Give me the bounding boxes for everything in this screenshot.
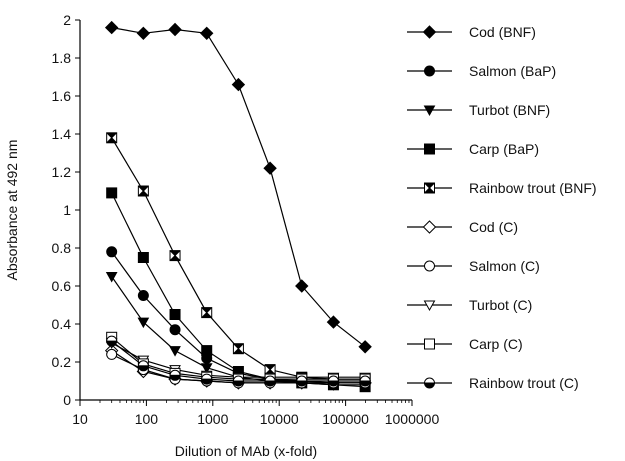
series-line: [111, 251, 366, 384]
data-point: [104, 20, 119, 35]
y-tick-label: 1: [63, 202, 71, 218]
x-tick-label: 1000: [197, 411, 228, 427]
series: [104, 20, 372, 354]
data-point: [106, 246, 118, 258]
data-point: [326, 315, 341, 329]
data-point: [200, 363, 213, 374]
data-point: [201, 307, 213, 319]
legend-marker: [424, 377, 435, 389]
data-point: [137, 360, 149, 372]
data-point: [169, 346, 181, 357]
data-point: [137, 317, 150, 329]
y-tick-label: 1.4: [52, 126, 72, 142]
x-tick-label: 100000: [322, 411, 369, 427]
legend-item: Turbot (BNF): [407, 102, 550, 118]
legend-item: Rainbow trout (BNF): [407, 180, 597, 196]
data-point: [106, 335, 118, 347]
data-point: [137, 252, 149, 263]
legend-item: Carp (C): [407, 336, 523, 352]
x-tick-label: 10000: [260, 411, 299, 427]
legend-item: Turbot (C): [407, 297, 532, 313]
data-point: [106, 187, 118, 199]
legend-item: Rainbow trout (C): [407, 375, 579, 391]
legend-marker: [423, 105, 436, 117]
legend-item: Cod (C): [407, 219, 518, 235]
data-point: [200, 26, 214, 41]
legend-label: Rainbow trout (BNF): [469, 180, 597, 196]
legend-label: Rainbow trout (C): [469, 375, 579, 391]
data-point: [327, 375, 339, 387]
legend-marker: [424, 143, 435, 155]
data-point: [359, 375, 371, 387]
y-tick-label: 0.8: [52, 240, 72, 256]
data-point: [137, 290, 149, 301]
legend-label: Cod (C): [469, 219, 518, 235]
legend-label: Salmon (C): [469, 258, 540, 274]
series-line: [111, 192, 366, 388]
data-point: [263, 161, 277, 175]
y-tick-label: 0.4: [52, 316, 72, 332]
legend-marker: [424, 65, 435, 77]
data-point: [136, 26, 151, 41]
series-line: [111, 137, 366, 380]
y-tick-label: 0: [63, 392, 71, 408]
legend-label: Salmon (BaP): [469, 63, 556, 79]
data-point: [232, 343, 244, 355]
series: [106, 335, 371, 387]
data-point: [169, 309, 181, 320]
y-tick-label: 0.2: [52, 354, 72, 370]
legend-item: Cod (BNF): [407, 24, 536, 40]
data-point: [106, 132, 118, 144]
y-tick-label: 0.6: [52, 278, 72, 294]
x-tick-label: 1000000: [385, 411, 440, 427]
y-tick-label: 2: [63, 12, 71, 28]
x-tick-label: 100: [135, 411, 159, 427]
legend-label: Carp (BaP): [469, 141, 539, 157]
legend-item: Salmon (C): [407, 258, 540, 274]
data-point: [201, 345, 213, 357]
y-tick-label: 1.6: [52, 88, 72, 104]
data-point: [358, 340, 372, 354]
legend-label: Turbot (BNF): [469, 102, 550, 118]
data-point: [105, 272, 118, 283]
data-point: [264, 375, 276, 387]
data-point: [295, 279, 309, 293]
data-point: [168, 22, 182, 37]
data-point: [231, 77, 246, 92]
legend-label: Carp (C): [469, 336, 523, 352]
legend-item: Salmon (BaP): [407, 63, 556, 79]
data-point: [169, 250, 181, 262]
legend: Cod (BNF) Salmon (BaP) Turbot (BNF) Carp (B…: [407, 24, 597, 391]
data-point: [232, 375, 244, 387]
legend-marker: [422, 220, 437, 234]
series-layer: [104, 20, 372, 393]
data-point: [106, 348, 118, 360]
legend-item: Carp (BaP): [407, 141, 539, 157]
legend-label: Cod (BNF): [469, 24, 536, 40]
data-point: [169, 324, 181, 336]
y-tick-label: 1.2: [52, 164, 72, 180]
y-tick-label: 1.8: [52, 50, 72, 66]
x-axis-title: Dilution of MAb (x-fold): [175, 443, 317, 459]
legend-marker: [422, 25, 437, 39]
series-line: [111, 27, 366, 348]
legend-label: Turbot (C): [469, 297, 532, 313]
legend-marker: [424, 338, 435, 350]
legend-marker: [423, 300, 436, 312]
legend-marker: [424, 260, 435, 272]
y-axis-title: Absorbance at 492 nm: [4, 140, 20, 281]
data-point: [169, 369, 181, 381]
data-point: [137, 185, 149, 197]
data-point: [201, 373, 213, 385]
legend-marker: [424, 182, 435, 194]
x-tick-label: 10: [72, 411, 88, 427]
axes: 0 0.2 0.4 0.6 0.8 1 1.2 1.4 1.6 1.8 2 10 100 1000 1000…: [52, 12, 440, 427]
data-point: [296, 375, 308, 387]
